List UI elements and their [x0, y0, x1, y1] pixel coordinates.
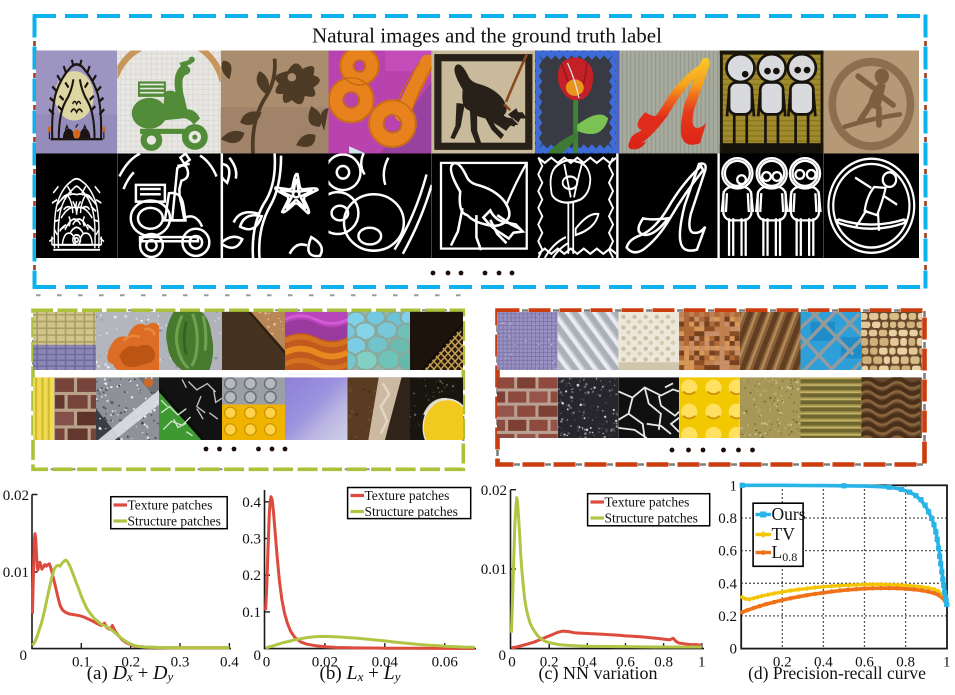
svg-text:Natural images and the ground: Natural images and the ground truth labe…	[312, 24, 662, 48]
svg-text:0.3: 0.3	[171, 655, 190, 671]
svg-text:0.8: 0.8	[896, 655, 915, 671]
svg-text:0.1: 0.1	[72, 655, 91, 671]
svg-text:0.4: 0.4	[814, 655, 833, 671]
svg-text:(c) NN variation: (c) NN variation	[539, 663, 658, 684]
svg-text:1: 1	[943, 655, 951, 671]
svg-text:Ours: Ours	[772, 504, 806, 524]
svg-text:0.4: 0.4	[578, 655, 597, 671]
svg-text:0.2: 0.2	[718, 609, 737, 625]
svg-text:Structure patches: Structure patches	[365, 504, 458, 519]
svg-text:1: 1	[698, 655, 706, 671]
svg-text:0.2: 0.2	[121, 655, 140, 671]
svg-text:0.6: 0.6	[718, 544, 737, 560]
svg-text:0.06: 0.06	[432, 655, 459, 671]
svg-text:0: 0	[499, 648, 507, 664]
svg-text:0.01: 0.01	[481, 562, 507, 578]
svg-text:0.01: 0.01	[3, 565, 29, 581]
svg-text:1: 1	[730, 478, 738, 494]
svg-text:0.1: 0.1	[242, 605, 261, 621]
svg-text:0.6: 0.6	[616, 655, 635, 671]
svg-text:0: 0	[508, 655, 516, 671]
svg-text:0: 0	[20, 648, 28, 664]
svg-text:0.8: 0.8	[654, 655, 673, 671]
svg-text:0.4: 0.4	[718, 576, 737, 592]
svg-text:0: 0	[730, 642, 738, 658]
svg-text:TV: TV	[772, 524, 796, 544]
svg-text:0.2: 0.2	[242, 568, 261, 584]
svg-text:(b) Lx + Ly: (b) Lx + Ly	[320, 662, 401, 684]
svg-text:0: 0	[263, 655, 271, 671]
svg-text:0.4: 0.4	[242, 495, 261, 511]
svg-text:Structure patches: Structure patches	[128, 514, 221, 529]
svg-text:0.02: 0.02	[481, 483, 507, 499]
svg-text:0.2: 0.2	[773, 655, 792, 671]
svg-text:0.02: 0.02	[3, 488, 29, 504]
svg-text:0.8: 0.8	[718, 511, 737, 527]
svg-text:0: 0	[254, 648, 262, 664]
svg-text:0.04: 0.04	[372, 655, 399, 671]
svg-text:(d) Precision-recall curve: (d) Precision-recall curve	[748, 663, 926, 683]
svg-text:0.6: 0.6	[855, 655, 874, 671]
svg-text:Structure patches: Structure patches	[605, 511, 698, 526]
svg-text:Texture patches: Texture patches	[128, 498, 213, 513]
svg-text:0.2: 0.2	[540, 655, 559, 671]
svg-text:Texture patches: Texture patches	[605, 495, 690, 510]
svg-text:0.02: 0.02	[312, 655, 338, 671]
svg-text:0.3: 0.3	[242, 532, 261, 548]
svg-text:(a) Dx + Dy: (a) Dx + Dy	[87, 662, 174, 684]
svg-text:Texture patches: Texture patches	[365, 488, 450, 503]
svg-text:0.4: 0.4	[220, 655, 239, 671]
